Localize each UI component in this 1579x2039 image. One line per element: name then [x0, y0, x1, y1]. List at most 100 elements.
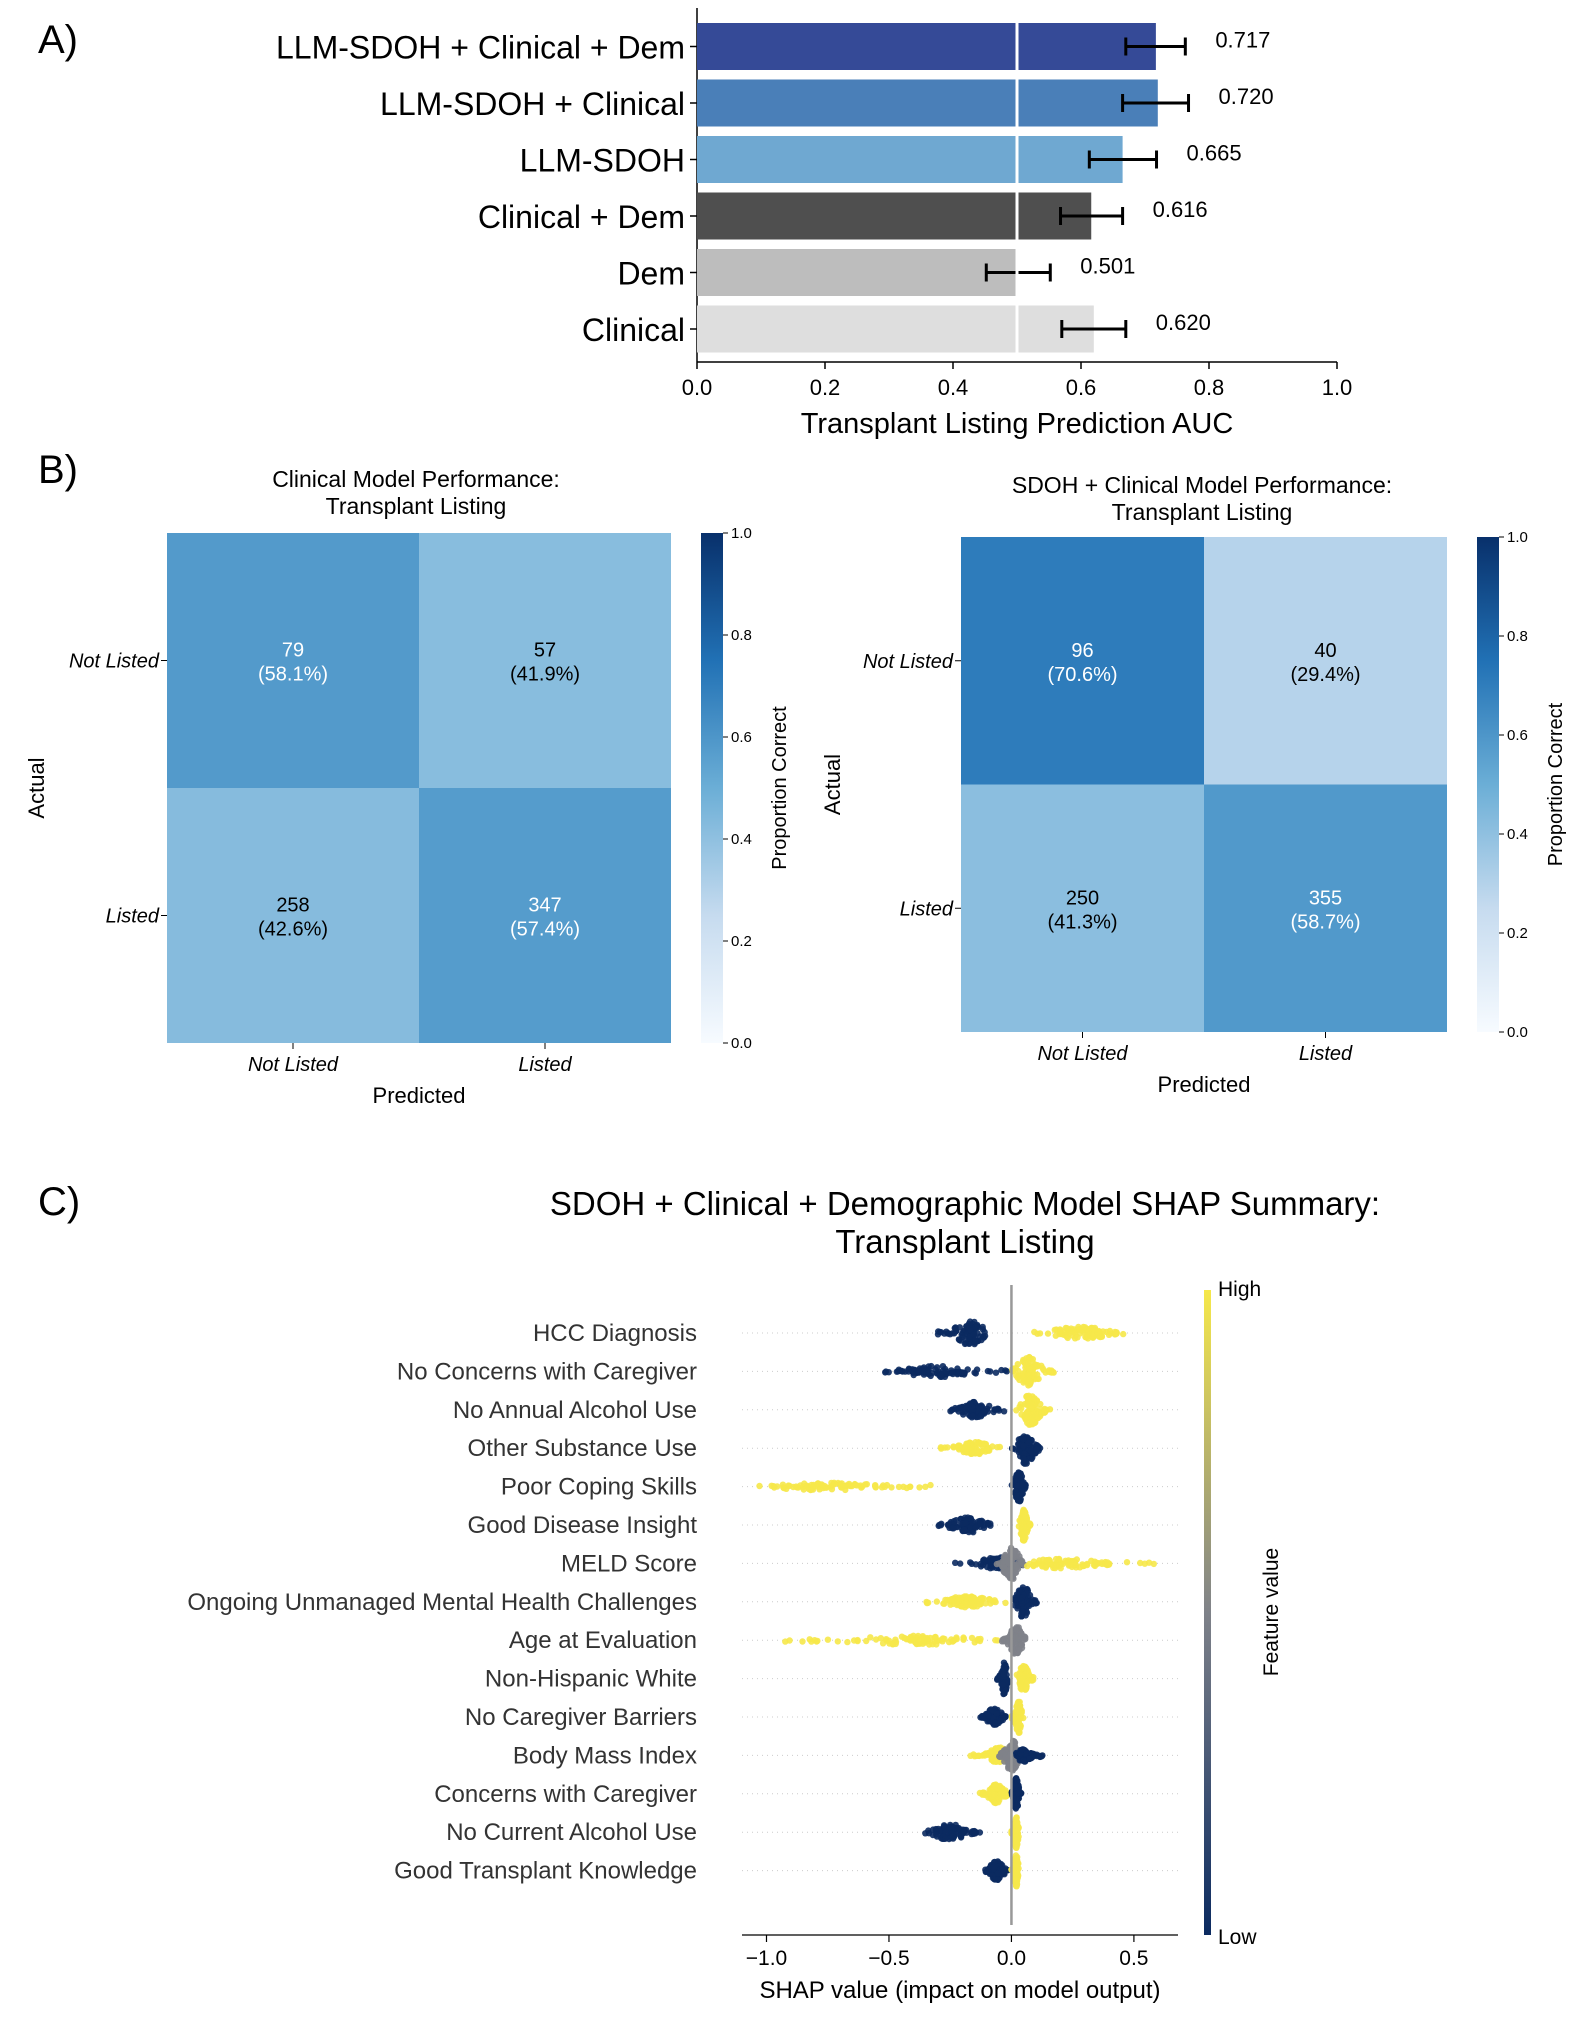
- shap-point-4-1-86: [1019, 1481, 1026, 1489]
- shap-colorbar: [1204, 1290, 1211, 1935]
- shap-point-0-1-24: [1120, 1330, 1127, 1338]
- shap-point-7-0-83: [954, 1597, 961, 1605]
- cm-count-1-0: 250: [1066, 887, 1099, 909]
- shap-point-10-1-82: [1016, 1698, 1023, 1706]
- shap-point-3-1-82: [1020, 1442, 1027, 1450]
- shap-point-7-1-69: [1011, 1596, 1019, 1603]
- shap-point-6-2-89: [1055, 1556, 1063, 1563]
- shap-point-8-0-36: [786, 1637, 793, 1644]
- shap-point-0-1-85: [1089, 1334, 1097, 1341]
- value-label-1: 0.720: [1219, 84, 1274, 109]
- shap-point-14-0-88: [994, 1870, 1001, 1877]
- shap-point-1-0-81: [984, 1367, 992, 1375]
- shap-point-6-0-84: [984, 1557, 991, 1564]
- shap-point-2-1-86: [1024, 1399, 1031, 1406]
- shap-point-0-0-78: [981, 1332, 989, 1340]
- shap-point-5-0-85: [977, 1520, 984, 1528]
- x-tick-label-5: 1.0: [1322, 375, 1353, 400]
- shap-point-1-0-88: [915, 1368, 922, 1375]
- shap-point-3-1-89: [1020, 1455, 1027, 1462]
- shap-point-0-1-78: [1084, 1335, 1092, 1342]
- shap-point-12-0-89: [992, 1781, 999, 1788]
- shap-feature-label-5: Good Disease Insight: [468, 1512, 698, 1539]
- shap-point-6-1-33: [1016, 1553, 1023, 1560]
- cm-cell-0-1: [419, 533, 671, 788]
- shap-point-6-2-87: [1057, 1565, 1064, 1572]
- shap-point-6-1-84: [1013, 1564, 1020, 1571]
- shap-point-0-1-81: [1097, 1333, 1104, 1341]
- shap-point-8-0-82: [906, 1635, 914, 1642]
- shap-point-0-1-82: [1091, 1326, 1098, 1334]
- cm-cell-0-0: [961, 537, 1204, 785]
- cm-title-line-1: SDOH + Clinical Model Performance:: [1012, 472, 1392, 498]
- shap-point-0-1-68: [1057, 1327, 1064, 1334]
- cm-count-1-1: 347: [528, 895, 561, 917]
- shap-point-2-0-33: [1000, 1408, 1008, 1415]
- cm-cell-0-0: [167, 533, 419, 788]
- shap-point-12-1-83: [1013, 1781, 1020, 1789]
- cm-cell-0-1: [1204, 537, 1447, 785]
- shap-point-14-0-86: [1000, 1867, 1008, 1875]
- shap-point-3-1-85: [1021, 1450, 1028, 1458]
- shap-point-2-1-84: [1041, 1407, 1049, 1415]
- shap-point-4-0-89: [840, 1483, 847, 1490]
- shap-point-8-0-85: [877, 1635, 884, 1642]
- shap-point-10-0-88: [997, 1717, 1004, 1725]
- shap-point-8-0-75: [867, 1634, 874, 1641]
- shap-point-7-1-89: [1019, 1594, 1026, 1601]
- colorbar: [701, 533, 723, 1043]
- cm-col-label-1: Listed: [1299, 1043, 1353, 1065]
- value-label-2: 0.665: [1187, 141, 1242, 166]
- shap-point-6-2-88: [1104, 1559, 1111, 1566]
- shap-point-9-1-86: [1022, 1683, 1030, 1690]
- shap-point-0-0-71: [958, 1331, 965, 1339]
- bar-2: [697, 136, 1123, 183]
- shap-point-13-0-88: [942, 1835, 949, 1842]
- shap-point-8-0-68: [879, 1640, 887, 1647]
- shap-point-0-1-42: [1031, 1328, 1038, 1336]
- colorbar-tick-label-0: 0.0: [731, 1035, 752, 1052]
- shap-point-4-0-67: [872, 1482, 879, 1489]
- shap-feature-label-2: No Annual Alcohol Use: [453, 1397, 697, 1424]
- shap-point-8-0-86: [931, 1634, 938, 1641]
- shap-point-12-1-88: [1013, 1802, 1020, 1810]
- panel-b-left-confusion-matrix: Clinical Model Performance:Transplant Li…: [24, 466, 791, 1108]
- shap-point-6-2-66: [1084, 1561, 1091, 1569]
- cm-count-1-0: 258: [276, 895, 309, 917]
- shap-point-0-1-83: [1080, 1323, 1087, 1331]
- shap-point-7-0-86: [963, 1602, 971, 1609]
- shap-point-7-1-63: [1014, 1605, 1021, 1612]
- shap-point-12-0-66: [979, 1790, 986, 1797]
- colorbar-label: Proportion Correct: [1545, 702, 1567, 866]
- shap-point-8-1-86: [1015, 1624, 1022, 1631]
- shap-point-5-1-86: [1019, 1529, 1027, 1536]
- shap-point-0-0-84: [952, 1325, 959, 1332]
- y-tick-label-4: Dem: [617, 256, 685, 292]
- shap-point-8-0-88: [939, 1636, 946, 1643]
- shap-point-0-1-89: [1064, 1328, 1072, 1336]
- shap-point-2-0-82: [977, 1413, 985, 1420]
- shap-point-4-1-83: [1019, 1489, 1026, 1497]
- shap-point-6-2-39: [1141, 1560, 1149, 1567]
- shap-point-2-0-84: [991, 1406, 998, 1413]
- shap-point-5-0-86: [969, 1519, 976, 1527]
- shap-point-0-1-28: [1044, 1330, 1052, 1337]
- shap-point-7-0-80: [957, 1603, 965, 1610]
- shap-point-14-0-80: [991, 1876, 998, 1883]
- shap-point-1-0-78: [902, 1368, 909, 1375]
- shap-point-7-0-88: [948, 1596, 955, 1603]
- shap-point-14-1-86: [1013, 1859, 1020, 1866]
- cm-count-0-1: 40: [1314, 640, 1336, 662]
- shap-point-14-1-89: [1012, 1874, 1019, 1882]
- shap-point-4-0-6: [916, 1484, 923, 1491]
- shap-point-0-0-61: [979, 1323, 986, 1331]
- shap-point-2-0-87: [962, 1402, 970, 1410]
- shap-point-0-0-88: [977, 1333, 984, 1340]
- shap-point-6-2-83: [1070, 1559, 1077, 1566]
- shap-point-0-1-73: [1099, 1328, 1107, 1335]
- shap-point-3-0-72: [944, 1444, 951, 1451]
- shap-x-tick-label-3: 0.5: [1119, 1947, 1148, 1970]
- shap-point-13-0-81: [972, 1830, 979, 1837]
- shap-point-4-1-88: [1013, 1472, 1021, 1479]
